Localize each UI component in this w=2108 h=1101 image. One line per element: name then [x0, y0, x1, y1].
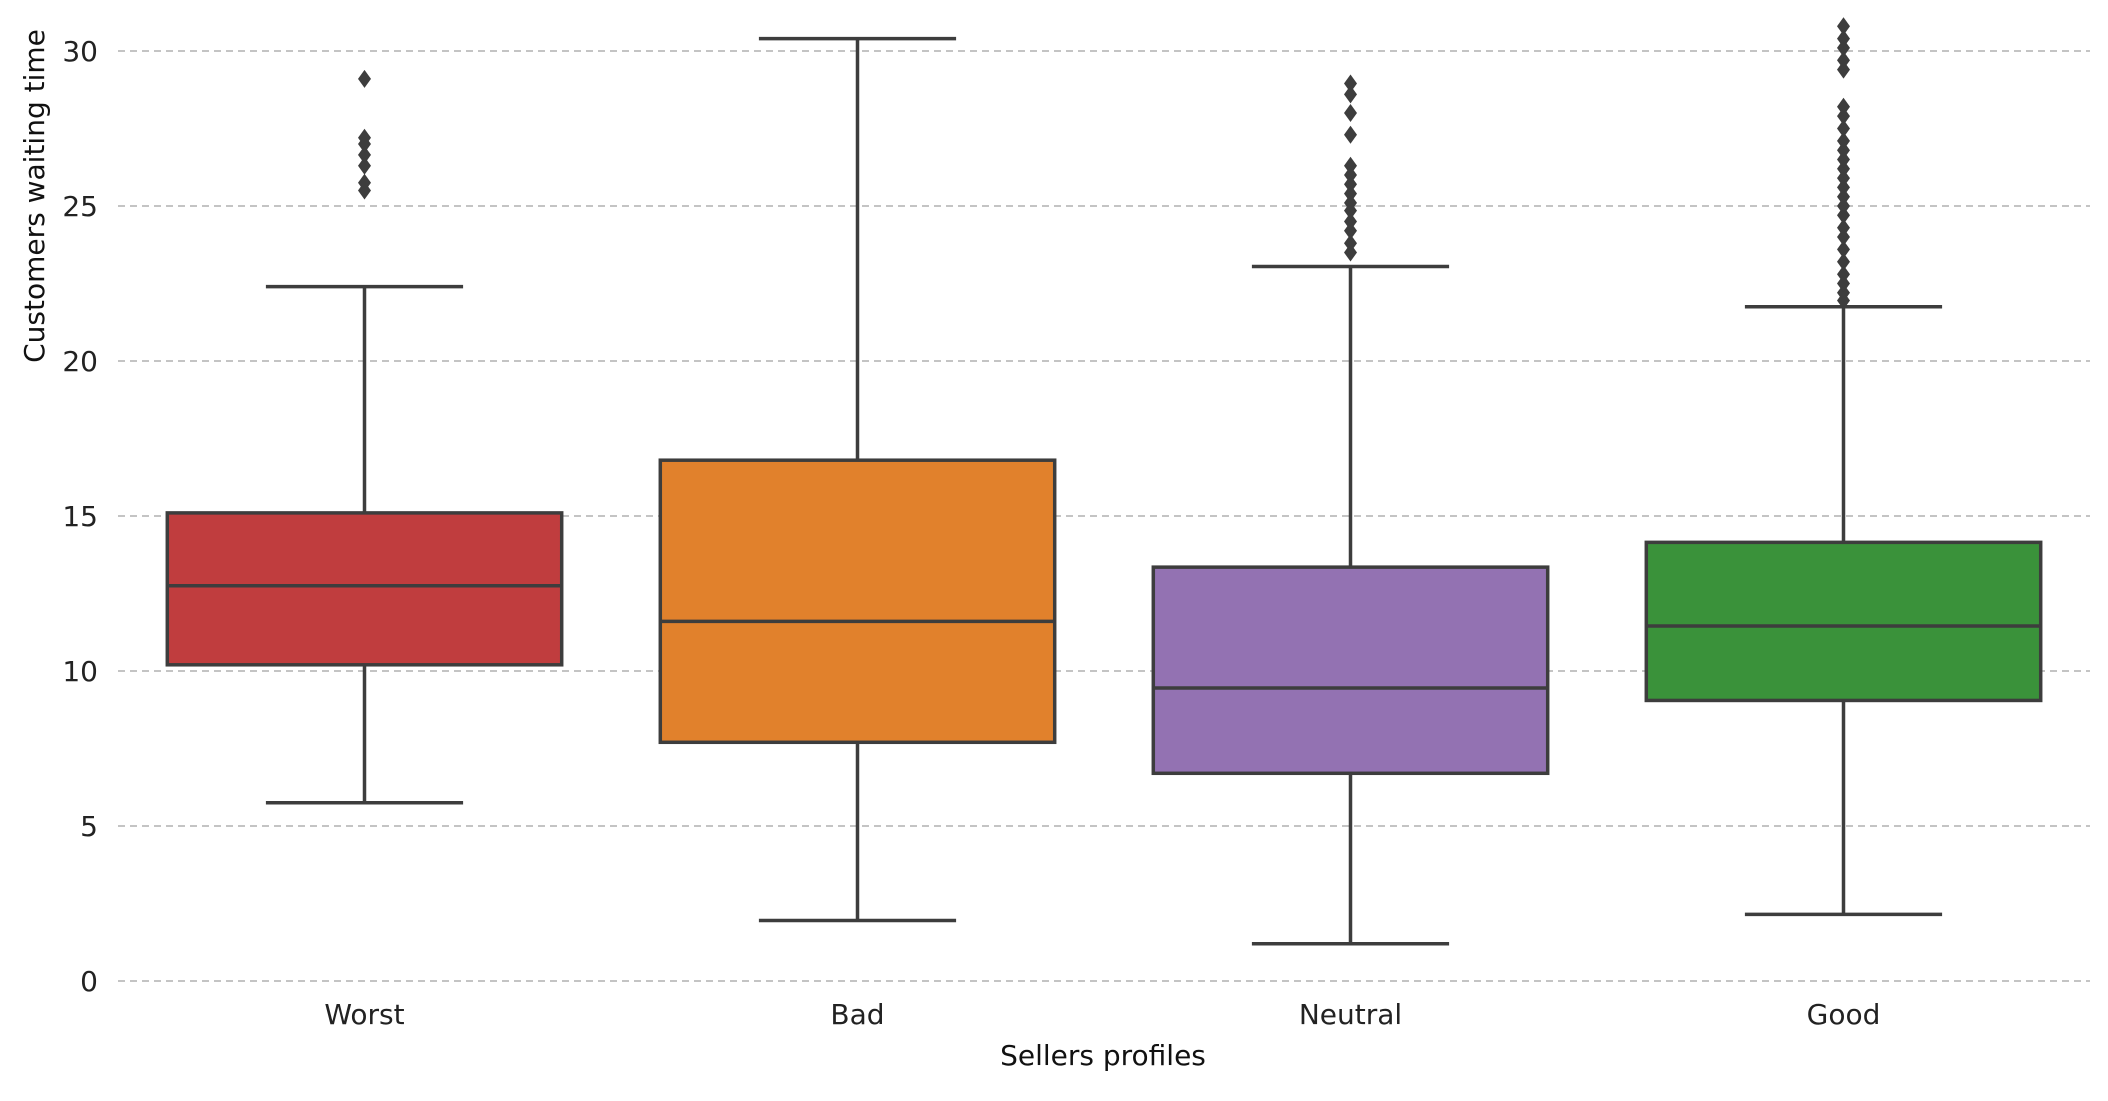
outlier-point [1344, 212, 1357, 231]
outlier-point [1837, 178, 1850, 197]
outlier-point [1837, 283, 1850, 302]
outlier-point [1344, 125, 1357, 144]
outlier-point [1837, 274, 1850, 293]
outlier-point [1837, 51, 1850, 70]
y-tick-label-0: 0 [80, 965, 98, 998]
outlier-point [1837, 187, 1850, 206]
y-tick-label-5: 5 [80, 810, 98, 843]
outlier-point [1837, 38, 1850, 57]
outlier-point [358, 173, 371, 192]
outlier-point [1344, 85, 1357, 104]
outlier-point [1837, 29, 1850, 48]
outlier-point [1837, 197, 1850, 215]
outlier-point [1344, 74, 1357, 93]
y-tick-label-25: 25 [62, 190, 98, 223]
outlier-point [1344, 104, 1357, 122]
outlier-point [1837, 159, 1850, 178]
outlier-point [1344, 221, 1357, 240]
iqr-box [165, 511, 564, 667]
y-axis-title: Customers waiting time [18, 29, 51, 363]
outlier-point [1837, 17, 1850, 36]
y-tick-label-10: 10 [62, 655, 98, 688]
outlier-point [1837, 141, 1850, 160]
x-tick-labels: Worst Bad Neutral Good [324, 998, 1880, 1031]
iqr-box [1644, 540, 2043, 703]
outlier-point [1344, 166, 1357, 184]
box-neutral [1151, 74, 1550, 946]
outlier-point [1837, 218, 1850, 237]
outlier-point [1344, 243, 1357, 262]
outlier-point [1837, 131, 1850, 150]
outlier-point [1837, 228, 1850, 246]
outlier-point [1344, 184, 1357, 203]
boxes [165, 17, 2043, 946]
iqr-box [1151, 565, 1550, 776]
outlier-point [1837, 169, 1850, 188]
x-tick-label-good: Good [1807, 998, 1881, 1031]
outlier-point [1344, 156, 1357, 175]
outlier-point [1344, 175, 1357, 194]
x-tick-label-neutral: Neutral [1299, 998, 1402, 1031]
x-axis-title: Sellers profiles [1000, 1039, 1206, 1072]
box-bad [658, 36, 1057, 923]
outlier-point [1837, 206, 1850, 225]
outlier-point [1837, 240, 1850, 259]
outlier-point [1344, 234, 1357, 253]
iqr-box [658, 458, 1057, 745]
y-tick-label-30: 30 [62, 35, 98, 68]
outlier-point [1837, 150, 1850, 169]
box-worst [165, 69, 564, 805]
x-tick-label-worst: Worst [324, 998, 404, 1031]
outlier-point [1837, 97, 1850, 116]
outlier-point [358, 69, 371, 88]
x-tick-label-bad: Bad [830, 998, 884, 1031]
outlier-point [358, 156, 371, 175]
y-tick-label-20: 20 [62, 345, 98, 378]
box-good [1644, 17, 2043, 917]
outlier-point [358, 128, 371, 147]
outlier-point [1837, 107, 1850, 126]
outlier-point [1837, 265, 1850, 284]
outlier-point [1837, 119, 1850, 138]
outlier-point [1344, 193, 1357, 212]
outlier-point [358, 145, 371, 164]
outlier-point [1837, 252, 1850, 271]
y-tick-label-15: 15 [62, 500, 98, 533]
outlier-point [1837, 60, 1850, 79]
y-tick-labels: 0 5 10 15 20 25 30 [62, 35, 98, 998]
